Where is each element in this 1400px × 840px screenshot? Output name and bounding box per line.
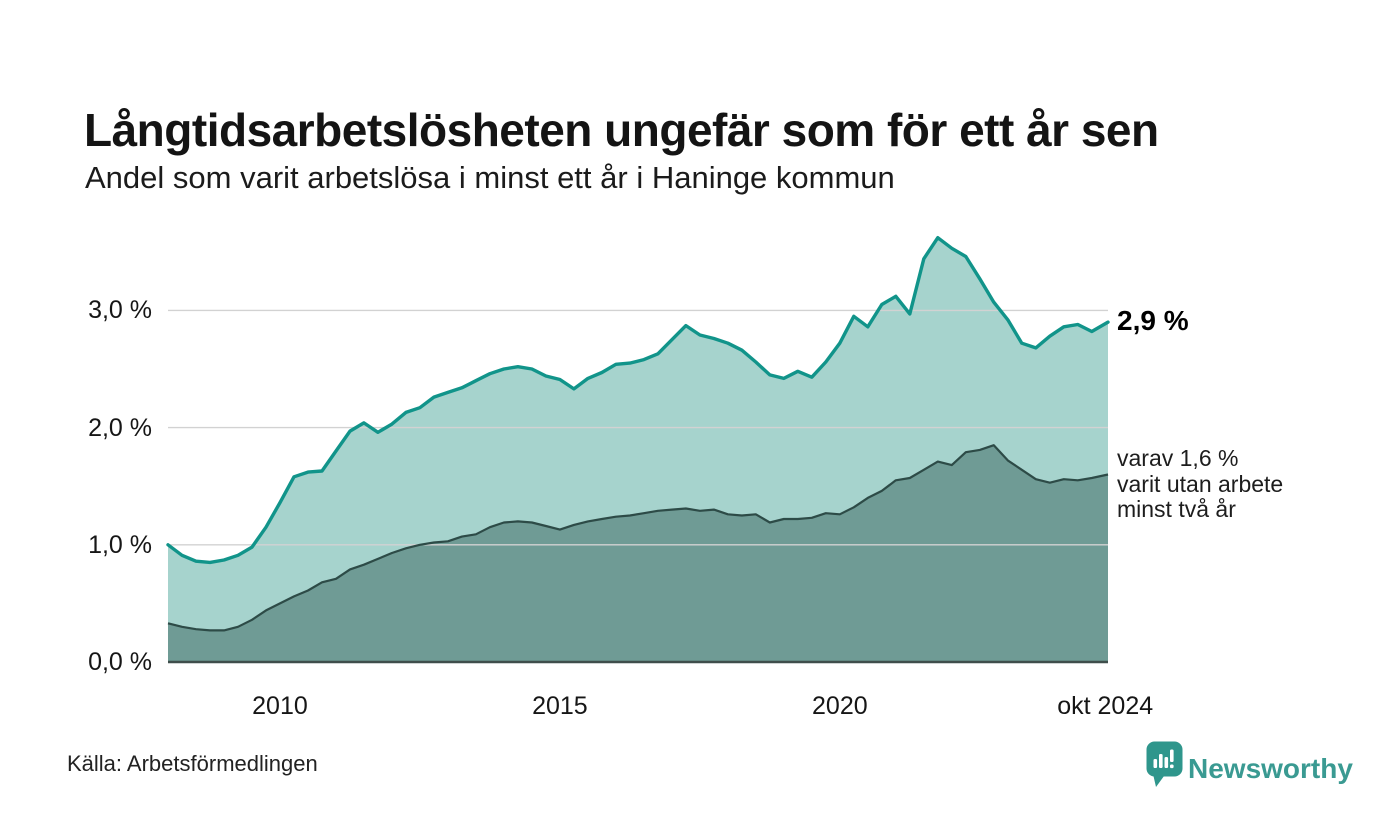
area-unemployed-2yr (168, 445, 1108, 662)
x-tick-label: 2015 (532, 692, 588, 720)
brand-name: Newsworthy (1188, 753, 1353, 784)
y-tick-label: 2,0 % (88, 413, 152, 442)
x-tick-label: 2020 (812, 692, 868, 720)
end-value-label: 2,9 % (1117, 305, 1189, 336)
line-unemployed-2yr (167, 444, 1109, 632)
source-credit: Källa: Arbetsförmedlingen (67, 751, 318, 776)
annotation-line: varav 1,6 % (1117, 445, 1239, 471)
y-tick-label: 3,0 % (88, 296, 152, 325)
y-tick-label: 1,0 % (88, 530, 152, 559)
series2-annotation: varav 1,6 % varit utan arbete minst två … (1117, 445, 1284, 523)
chart-title: Långtidsarbetslösheten ungefär som för e… (84, 103, 1159, 156)
newsworthy-logo-icon (1146, 741, 1183, 787)
x-tick-label: 2010 (252, 692, 308, 720)
line-unemployed-1yr (166, 236, 1110, 565)
x-tick-label: okt 2024 (1057, 692, 1154, 720)
chart-subtitle: Andel som varit arbetslösa i minst ett å… (85, 160, 895, 195)
y-tick-label: 0,0 % (88, 648, 152, 676)
annotation-line: varit utan arbete (1117, 470, 1284, 497)
unemployment-area-chart (166, 236, 1110, 664)
annotation-line: minst två år (1117, 496, 1236, 522)
